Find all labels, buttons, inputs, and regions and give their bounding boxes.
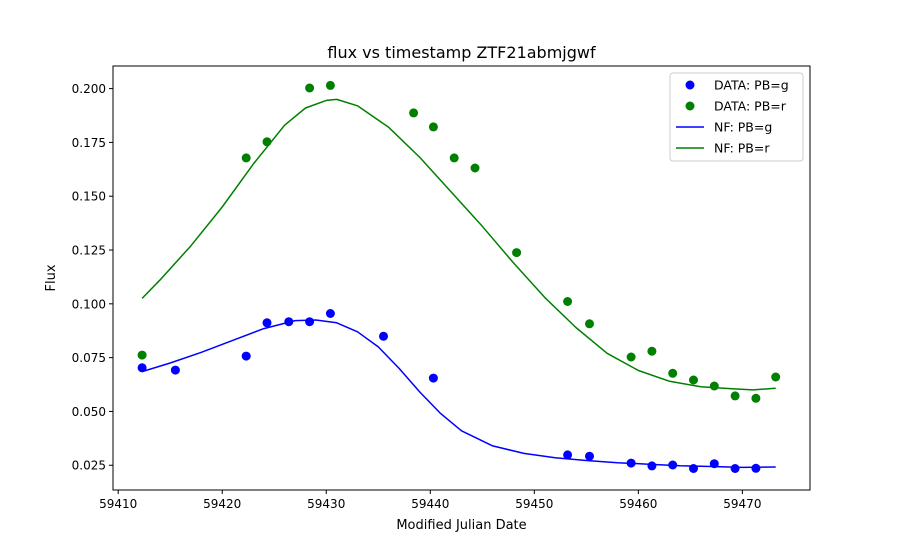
data-point-0 — [585, 451, 594, 461]
data-point-0 — [689, 464, 698, 473]
data-point-1 — [668, 368, 678, 378]
legend-label-nf-r: NF: PB=r — [714, 141, 770, 156]
data-point-1 — [137, 350, 147, 360]
x-axis-label: Modified Julian Date — [396, 518, 526, 533]
y-tick-label: 0.175 — [72, 136, 106, 150]
data-point-1 — [585, 319, 594, 329]
y-axis: 0.025 0.050 0.075 0.100 0.125 0.150 0.175 0.200 — [72, 82, 113, 473]
data-point-0 — [170, 365, 180, 375]
data-point-1 — [325, 80, 335, 90]
data-point-1 — [241, 153, 251, 163]
data-point-0 — [284, 317, 294, 327]
fit-line-3 — [141, 98, 776, 391]
data-point-1 — [751, 393, 761, 403]
data-point-0 — [428, 373, 438, 383]
y-tick-label: 0.150 — [72, 190, 106, 204]
data-point-0 — [379, 331, 388, 341]
data-point-1 — [428, 122, 438, 132]
data-point-1 — [512, 248, 522, 258]
x-axis: 59410 59420 59430 59440 59450 59460 59470 — [99, 490, 761, 511]
chart-title: flux vs timestamp ZTF21abmjgwf — [327, 43, 596, 62]
data-point-1 — [709, 381, 719, 391]
y-tick-label: 0.125 — [72, 244, 106, 258]
x-tick-label: 59470 — [723, 497, 761, 511]
y-tick-label: 0.100 — [72, 297, 106, 311]
data-point-0 — [305, 317, 315, 327]
y-tick-label: 0.025 — [72, 459, 106, 473]
data-point-0 — [563, 450, 573, 460]
data-point-0 — [626, 458, 636, 468]
data-point-1 — [305, 83, 315, 93]
data-point-1 — [449, 153, 459, 163]
x-tick-label: 59460 — [619, 497, 657, 511]
data-point-0 — [709, 459, 719, 469]
data-point-1 — [409, 108, 419, 118]
x-tick-label: 59410 — [99, 497, 137, 511]
data-point-1 — [689, 375, 698, 385]
data-point-0 — [730, 464, 740, 473]
y-tick-label: 0.075 — [72, 351, 106, 365]
x-tick-label: 59440 — [411, 497, 449, 511]
points-layer — [137, 80, 781, 473]
data-point-0 — [137, 363, 147, 373]
data-point-1 — [470, 163, 480, 173]
data-point-1 — [262, 137, 272, 147]
x-tick-label: 59420 — [203, 497, 241, 511]
y-tick-label: 0.200 — [72, 82, 106, 96]
y-tick-label: 0.050 — [72, 405, 106, 419]
plot-content — [137, 80, 781, 473]
y-axis-label: Flux — [44, 264, 59, 291]
data-point-0 — [241, 351, 251, 361]
legend-label-nf-g: NF: PB=g — [714, 120, 772, 135]
plot-frame — [112, 65, 811, 491]
legend-marker-data-g — [685, 80, 695, 90]
data-point-1 — [647, 346, 657, 356]
legend: DATA: PB=g DATA: PB=r NF: PB=g NF: PB=r — [669, 72, 804, 162]
legend-box — [669, 72, 804, 162]
data-point-0 — [751, 463, 761, 473]
data-point-1 — [563, 297, 573, 306]
data-point-0 — [668, 460, 678, 470]
data-point-0 — [325, 309, 335, 318]
legend-label-data-r: DATA: PB=r — [714, 99, 787, 114]
data-point-0 — [647, 461, 657, 471]
data-point-1 — [730, 391, 740, 401]
x-tick-label: 59430 — [307, 497, 345, 511]
data-point-0 — [262, 318, 272, 328]
legend-label-data-g: DATA: PB=g — [714, 78, 789, 93]
legend-marker-data-r — [685, 101, 695, 111]
data-point-1 — [771, 372, 781, 382]
x-tick-label: 59450 — [515, 497, 553, 511]
data-point-1 — [626, 352, 636, 362]
